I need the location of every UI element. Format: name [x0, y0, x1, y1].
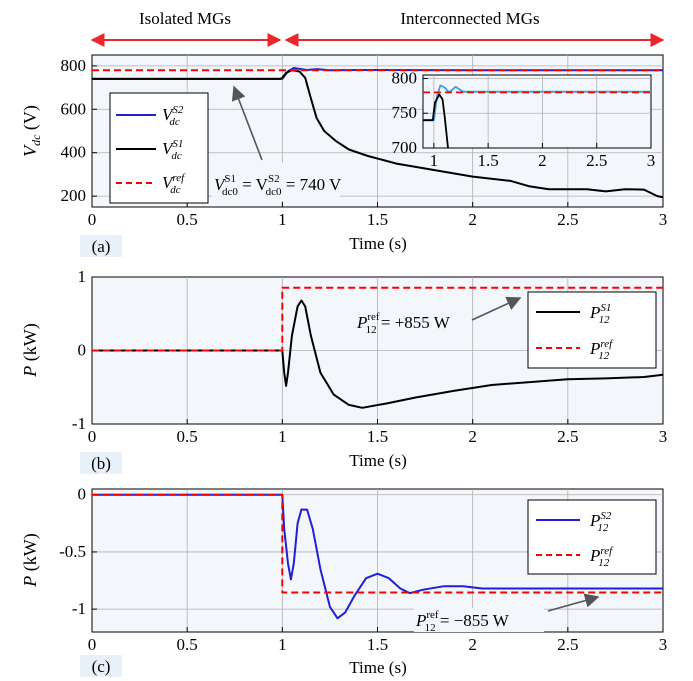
series-a — [92, 67, 664, 199]
inset-a: 1 1.5 2 2.5 3 700 750 800 — [392, 68, 656, 170]
x-tick-label: 3 — [659, 427, 668, 446]
header: Isolated MGs Interconnected MGs — [90, 9, 665, 47]
x-tick-label: 2 — [468, 210, 477, 229]
x-tick-label: 2 — [538, 151, 547, 170]
y-tick-label: 400 — [61, 143, 87, 162]
interconnected-mgs-label: Interconnected MGs — [400, 9, 539, 28]
y-tick-label: 200 — [61, 186, 87, 205]
x-tick-label: 1 — [278, 210, 287, 229]
legend-a: VS2 dc VS1 dc Vref dc — [109, 92, 209, 204]
legend-a-entry-1: VS2 dc — [162, 104, 184, 128]
annotation-a-arrow — [231, 85, 263, 161]
legend-b-entry-2: Pref 12 — [589, 338, 614, 362]
x-tick-label: 2.5 — [557, 427, 578, 446]
series-c — [92, 493, 663, 620]
annotation-c-arrow — [547, 593, 600, 612]
x-tick-label: 0.5 — [177, 635, 198, 654]
x-tick-label: 2 — [468, 635, 477, 654]
annotation-b: Pref 12 = +855 W — [356, 296, 522, 336]
xlabel-b: Time (s) — [349, 451, 406, 470]
y-tick-label: -1 — [72, 599, 86, 618]
x-tick-label: 2 — [468, 427, 477, 446]
legend-c-entry-1: PS2 12 — [589, 510, 612, 534]
x-tick-label: 3 — [659, 210, 668, 229]
x-tick-label: 1 — [278, 635, 287, 654]
x-tick-label: 2.5 — [557, 635, 578, 654]
ticks-b: 0 0.5 1 1.5 2 2.5 3-101 — [72, 267, 667, 446]
series-line-1 — [92, 299, 664, 409]
inset-ticks: 1 1.5 2 2.5 3 700 750 800 — [392, 68, 656, 170]
x-tick-label: 3 — [659, 635, 668, 654]
x-tick-label: 1.5 — [478, 151, 499, 170]
x-tick-label: 1.5 — [367, 427, 388, 446]
x-tick-label: 2.5 — [557, 210, 578, 229]
isolated-mgs-label: Isolated MGs — [139, 9, 231, 28]
inset-axes — [422, 74, 652, 149]
inset-grid — [423, 75, 651, 148]
legend-b-entry-1: PS1 12 — [589, 302, 611, 326]
x-tick-label: 1.5 — [367, 635, 388, 654]
panel-a: 0 0.5 1 1.5 2 2.5 3 200 400 600 800 VS2 dc VS1 dc Vr… — [20, 54, 668, 257]
ylabel-b: P (kW) — [20, 323, 41, 377]
ylabel-c: P (kW) — [20, 533, 41, 587]
x-tick-label: 1.5 — [367, 210, 388, 229]
panel-c: 0 0.5 1 1.5 2 2.5 3 -1 -0.5 0 PS2 12 Pref 12 Pref 12… — [20, 485, 667, 677]
series-line-2 — [423, 93, 449, 149]
inset-series — [423, 84, 651, 149]
x-tick-label: 0 — [88, 427, 97, 446]
annotation-a: VS1 dc0 = VS2 dc0 = 740 V — [212, 85, 342, 201]
legend-a-entry-3: Vref dc — [162, 172, 186, 196]
legend-a-entry-2: VS1 dc — [162, 138, 183, 162]
legend-c-entry-2: Pref 12 — [589, 545, 614, 569]
y-tick-label: 800 — [392, 68, 418, 87]
panel-b: 0 0.5 1 1.5 2 2.5 3-101 PS1 12 Pref 12 Pref 12 = … — [20, 267, 667, 474]
y-tick-label: -1 — [72, 414, 86, 433]
y-tick-label: 600 — [61, 99, 87, 118]
x-tick-label: 1 — [430, 151, 439, 170]
ticks-c: 0 0.5 1 1.5 2 2.5 3 -1 -0.5 0 — [59, 485, 667, 654]
x-tick-label: 0 — [88, 635, 97, 654]
y-tick-label: 1 — [78, 267, 87, 286]
annotation-b-text: Pref 12 = +855 W — [356, 311, 451, 336]
panel-label-b: (b) — [91, 454, 111, 473]
x-tick-label: 0 — [88, 210, 97, 229]
y-tick-label: 750 — [392, 103, 418, 122]
series-b — [92, 286, 664, 409]
series-line-2 — [92, 493, 663, 594]
annotation-a-text: VS1 dc0 = VS2 dc0 = 740 V — [214, 173, 342, 198]
panel-label-a: (a) — [92, 237, 111, 256]
y-tick-label: 0 — [78, 485, 87, 504]
y-tick-label: -0.5 — [59, 542, 86, 561]
ticks-a: 0 0.5 1 1.5 2 2.5 3 200 400 600 800 — [61, 56, 668, 229]
ylabel-a: Vdc (V) — [20, 105, 43, 157]
x-tick-label: 3 — [647, 151, 656, 170]
xlabel-a: Time (s) — [349, 234, 406, 253]
xlabel-c: Time (s) — [349, 658, 406, 677]
x-tick-label: 0.5 — [177, 210, 198, 229]
x-tick-label: 1 — [278, 427, 287, 446]
y-tick-label: 800 — [61, 56, 87, 75]
legend-c: PS2 12 Pref 12 — [527, 499, 657, 575]
annotation-b-arrow — [471, 296, 522, 321]
annotation-c-text: Pref 12 = −855 W — [415, 609, 510, 634]
y-tick-label: 0 — [78, 341, 87, 360]
x-tick-label: 2.5 — [586, 151, 607, 170]
x-tick-label: 0.5 — [177, 427, 198, 446]
panel-label-c: (c) — [92, 657, 111, 676]
series-line-1 — [92, 493, 663, 620]
y-tick-label: 700 — [392, 138, 418, 157]
legend-b: PS1 12 Pref 12 — [527, 291, 657, 369]
annotation-c: Pref 12 = −855 W — [414, 593, 600, 634]
series-line-2 — [92, 286, 663, 352]
